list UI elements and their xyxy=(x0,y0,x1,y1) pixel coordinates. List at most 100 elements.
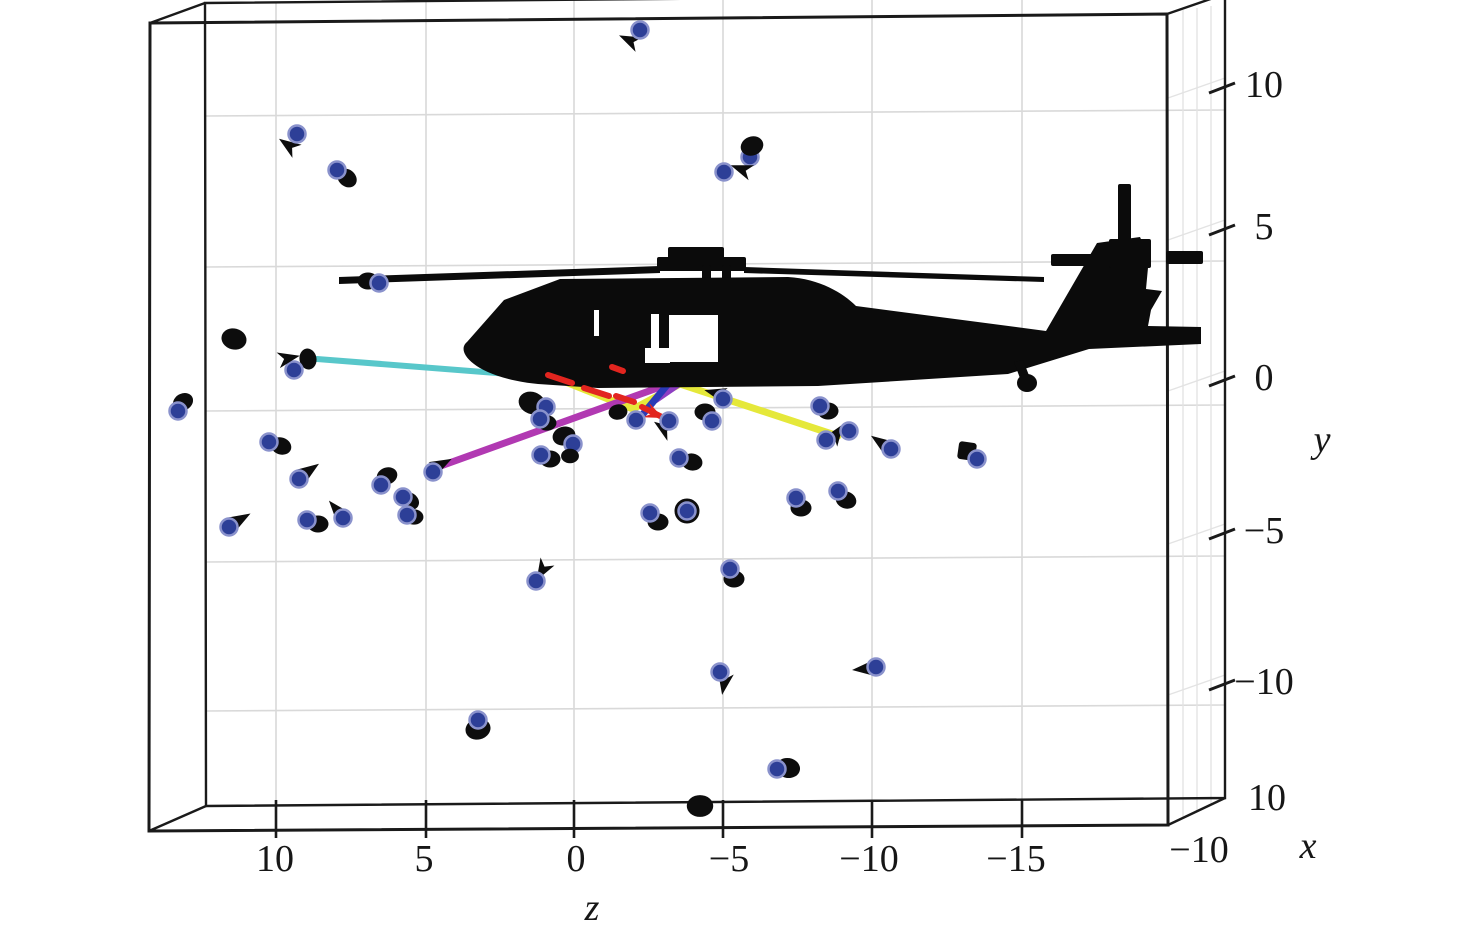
feature-blue-dot xyxy=(669,448,689,468)
feature-blue-dot xyxy=(866,657,886,677)
tail-rotor-blade xyxy=(1118,184,1131,242)
side-face-grid-horizontal xyxy=(1167,219,1226,241)
z-tick-label: 5 xyxy=(415,838,434,880)
feature-blue-dot xyxy=(677,501,697,521)
feature-blue-dot xyxy=(786,488,806,508)
feature-blue-dot xyxy=(630,20,650,40)
grid-line-horizontal xyxy=(205,555,1226,563)
tail-rotor-blade xyxy=(1051,254,1114,266)
feature-blue-dot xyxy=(626,410,646,430)
tail-wheel xyxy=(1017,374,1037,392)
x-tick-label: −10 xyxy=(1169,829,1228,871)
helicopter-layer xyxy=(339,184,1203,392)
rotor-hub xyxy=(657,257,746,271)
feature-blue-dot xyxy=(287,124,307,144)
track-red-arrowhead xyxy=(642,402,663,418)
feature-blue-dot xyxy=(881,439,901,459)
feature-blob-glyph xyxy=(608,404,628,420)
feature-markers-layer xyxy=(168,20,987,817)
feature-blue-dot xyxy=(333,508,353,528)
box-depth-edge xyxy=(1166,0,1212,16)
feature-blue-dot xyxy=(810,396,830,416)
feature-ellipse-glyph xyxy=(740,136,764,156)
feature-arrow-glyph xyxy=(730,165,755,181)
feature-arrow-glyph xyxy=(619,35,643,52)
grid-layer xyxy=(205,0,1226,817)
feature-blue-dot xyxy=(828,481,848,501)
box-depth-edge xyxy=(148,804,207,833)
feature-blue-dot xyxy=(839,421,859,441)
track-line-red-dash xyxy=(613,393,637,405)
feature-blue-dot xyxy=(369,273,389,293)
tail-rotor-blade xyxy=(1166,251,1203,264)
box-depth-edge xyxy=(149,1,206,25)
main-rotor-blade xyxy=(744,267,1044,282)
door-window-cutout xyxy=(594,310,599,336)
feature-blue-dot xyxy=(659,411,679,431)
red-track-layer xyxy=(545,364,665,420)
side-face-grid-horizontal xyxy=(1167,523,1226,545)
track-line-red-dash xyxy=(545,372,575,386)
feature-ring-glyph xyxy=(674,498,700,524)
feature-blue-dot xyxy=(720,559,740,579)
z-tick-label: 0 xyxy=(567,838,586,880)
feature-blue-dot xyxy=(423,462,443,482)
feature-blue-dot xyxy=(530,409,550,429)
y-axis-tick xyxy=(1208,374,1236,388)
feature-blue-dot xyxy=(967,449,987,469)
x-axis-letter: x xyxy=(1299,825,1317,867)
y-tick-label: −5 xyxy=(1244,510,1284,552)
feature-blue-dot xyxy=(397,505,417,525)
z-axis-letter: z xyxy=(584,887,600,929)
feature-arrow-glyph xyxy=(296,463,320,483)
feature-blue-dot xyxy=(640,503,660,523)
feature-blue-dot xyxy=(526,571,546,591)
feature-blob-glyph xyxy=(561,448,579,464)
tail-rotor-blade xyxy=(1109,239,1151,268)
y-axis-letter: y xyxy=(1310,419,1331,461)
z-tick-label: 10 xyxy=(256,838,294,880)
grid-line-horizontal xyxy=(205,404,1226,412)
main-rotor-blade xyxy=(339,266,660,284)
y-tick-label: 5 xyxy=(1255,206,1274,248)
y-axis-tick xyxy=(1208,678,1236,692)
track-line-magenta xyxy=(434,373,692,471)
y-axis-tick xyxy=(1208,223,1236,237)
side-face-grid-horizontal xyxy=(1167,77,1226,99)
side-face-grid-horizontal xyxy=(1167,674,1226,696)
feature-blue-dot xyxy=(702,411,722,431)
z-tick-label: −15 xyxy=(986,838,1045,880)
feature-arrow-glyph xyxy=(276,352,300,369)
feature-blue-dot xyxy=(297,510,317,530)
feature-ellipse-glyph xyxy=(686,795,714,817)
axis-labels-layer: z y x 10 5 0 −5 −10 −15 10 5 0 −5 −10 10 −10 xyxy=(256,64,1331,929)
feature-blob-glyph xyxy=(299,348,317,370)
feature-blue-dot xyxy=(219,517,239,537)
door-window-cutout xyxy=(645,348,670,363)
feature-blue-dot xyxy=(713,389,733,409)
y-tick-label: 10 xyxy=(1245,64,1283,106)
y-tick-label: 0 xyxy=(1255,357,1274,399)
feature-blue-dot xyxy=(168,401,188,421)
feature-blue-dot xyxy=(371,475,391,495)
feature-blue-dot xyxy=(710,662,730,682)
feature-blue-dot xyxy=(284,360,304,380)
y-axis-tick xyxy=(1208,81,1236,95)
z-tick-label: −5 xyxy=(709,838,749,880)
track-line-red-dash xyxy=(609,364,626,374)
feature-blue-dot xyxy=(393,487,413,507)
z-tick-label: −10 xyxy=(839,838,898,880)
box-depth-edge xyxy=(1167,796,1226,827)
feature-blue-dot xyxy=(259,432,279,452)
grid-line-horizontal xyxy=(205,109,1226,117)
track-line-red-dash xyxy=(581,385,612,399)
feature-blue-dot xyxy=(289,469,309,489)
feature-blue-dot xyxy=(816,430,836,450)
rotor-hub xyxy=(668,247,724,259)
feature-ellipse-glyph xyxy=(221,328,247,350)
feature-arrow-glyph xyxy=(227,513,251,532)
y-tick-label: −10 xyxy=(1234,661,1293,703)
side-face-grid-horizontal xyxy=(1167,370,1226,392)
